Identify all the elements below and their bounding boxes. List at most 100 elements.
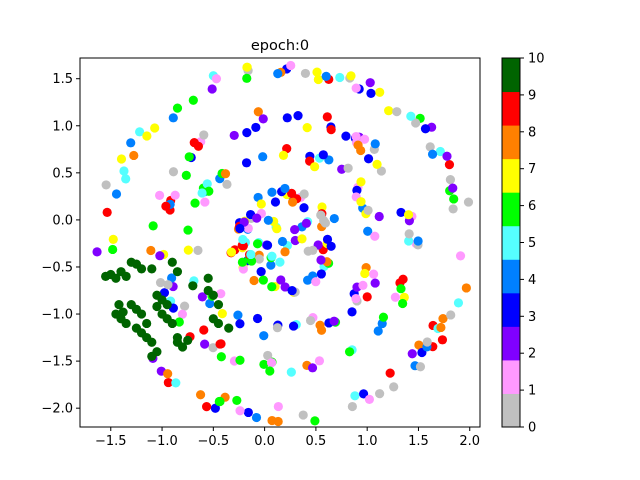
scatter-point xyxy=(308,245,318,255)
scatter-point xyxy=(272,323,283,333)
scatter-point xyxy=(366,88,376,98)
scatter-point xyxy=(360,268,370,279)
scatter-point xyxy=(370,231,380,241)
scatter-point xyxy=(116,154,127,164)
scatter-point xyxy=(262,240,273,250)
scatter-point-cluster xyxy=(177,342,188,352)
scatter-point xyxy=(242,128,252,138)
scatter-point xyxy=(101,180,111,190)
scatter-point xyxy=(258,114,268,124)
scatter-point xyxy=(363,226,373,236)
scatter-point xyxy=(448,204,458,214)
scatter-point xyxy=(396,207,406,218)
scatter-point xyxy=(267,187,277,197)
scatter-point xyxy=(177,309,188,319)
colorbar-tick-label: 7 xyxy=(528,162,536,177)
scatter-point xyxy=(413,236,423,246)
scatter-point xyxy=(437,335,448,345)
scatter-point xyxy=(358,280,368,290)
colorbar-segment xyxy=(502,292,520,327)
scatter-point xyxy=(363,154,374,164)
scatter-point xyxy=(312,67,322,77)
scatter-point xyxy=(179,301,190,311)
scatter-point xyxy=(375,389,385,399)
scatter-point xyxy=(372,159,382,169)
scatter-point xyxy=(150,123,160,133)
scatter-point xyxy=(233,310,243,320)
colorbar-tick-label: 9 xyxy=(528,88,536,103)
scatter-point xyxy=(427,149,438,159)
scatter-point xyxy=(311,277,321,287)
scatter-point xyxy=(181,170,191,181)
scatter-point xyxy=(258,152,268,162)
scatter-point xyxy=(161,201,171,211)
scatter-point xyxy=(385,368,395,378)
scatter-point xyxy=(446,310,456,320)
x-tick-label: 1.5 xyxy=(408,434,429,449)
scatter-point xyxy=(370,139,380,149)
scatter-point xyxy=(286,367,296,377)
scatter-point xyxy=(298,410,308,420)
scatter-point xyxy=(190,198,200,208)
y-tick-label: 1.0 xyxy=(52,119,73,134)
scatter-point xyxy=(252,239,263,249)
scatter-point xyxy=(406,111,416,121)
scatter-point xyxy=(305,315,316,326)
scatter-point xyxy=(199,130,209,140)
scatter-point xyxy=(322,234,333,244)
x-tick-label: 0.0 xyxy=(254,434,275,449)
scatter-point xyxy=(299,203,309,213)
scatter-point xyxy=(243,407,253,418)
scatter-point xyxy=(252,213,262,223)
scatter-point xyxy=(235,319,245,329)
scatter-point-cluster xyxy=(136,309,147,319)
scatter-point xyxy=(326,241,336,251)
scatter-point xyxy=(226,247,237,257)
scatter-point-cluster xyxy=(142,318,152,329)
scatter-point xyxy=(364,394,375,405)
scatter-point xyxy=(200,197,210,207)
scatter-point xyxy=(288,197,298,207)
scatter-point xyxy=(362,292,372,302)
scatter-point xyxy=(267,282,277,292)
scatter-point-cluster xyxy=(147,351,157,362)
scatter-point xyxy=(197,188,207,198)
x-tick-label: 0.5 xyxy=(306,434,327,449)
scatter-point xyxy=(222,179,232,189)
y-tick-label: 1.5 xyxy=(52,72,73,87)
scatter-point xyxy=(216,352,226,362)
scatter-point xyxy=(242,73,252,83)
colorbar-tick-label: 10 xyxy=(528,52,545,67)
scatter-point xyxy=(448,183,458,193)
scatter-point xyxy=(235,406,245,416)
scatter-point xyxy=(220,169,231,179)
scatter-point xyxy=(266,260,276,270)
scatter-point xyxy=(449,194,459,204)
scatter-point xyxy=(320,218,331,228)
scatter-point xyxy=(390,292,400,302)
scatter-point xyxy=(242,62,252,72)
scatter-point xyxy=(411,118,421,128)
scatter-point xyxy=(135,127,145,137)
scatter-point xyxy=(363,205,373,215)
scatter-point xyxy=(270,197,281,207)
scatter-point xyxy=(214,396,224,407)
scatter-point xyxy=(265,366,275,376)
scatter-point xyxy=(280,247,290,257)
scatter-point xyxy=(436,322,446,333)
scatter-point xyxy=(347,307,357,317)
y-tick-label: −0.5 xyxy=(41,260,73,275)
colorbar-segment xyxy=(502,393,520,428)
scatter-point xyxy=(205,298,215,309)
y-tick-label: −1.5 xyxy=(41,355,73,370)
colorbar-segment xyxy=(502,91,520,126)
scatter-point xyxy=(108,234,118,244)
scatter-point xyxy=(326,125,336,135)
scatter-point-cluster xyxy=(203,273,213,283)
scatter-point xyxy=(275,257,285,267)
scatter-point xyxy=(302,123,312,133)
scatter-point xyxy=(278,150,289,161)
scatter-point-cluster xyxy=(224,323,234,333)
y-tick-label: 0.5 xyxy=(52,166,73,181)
